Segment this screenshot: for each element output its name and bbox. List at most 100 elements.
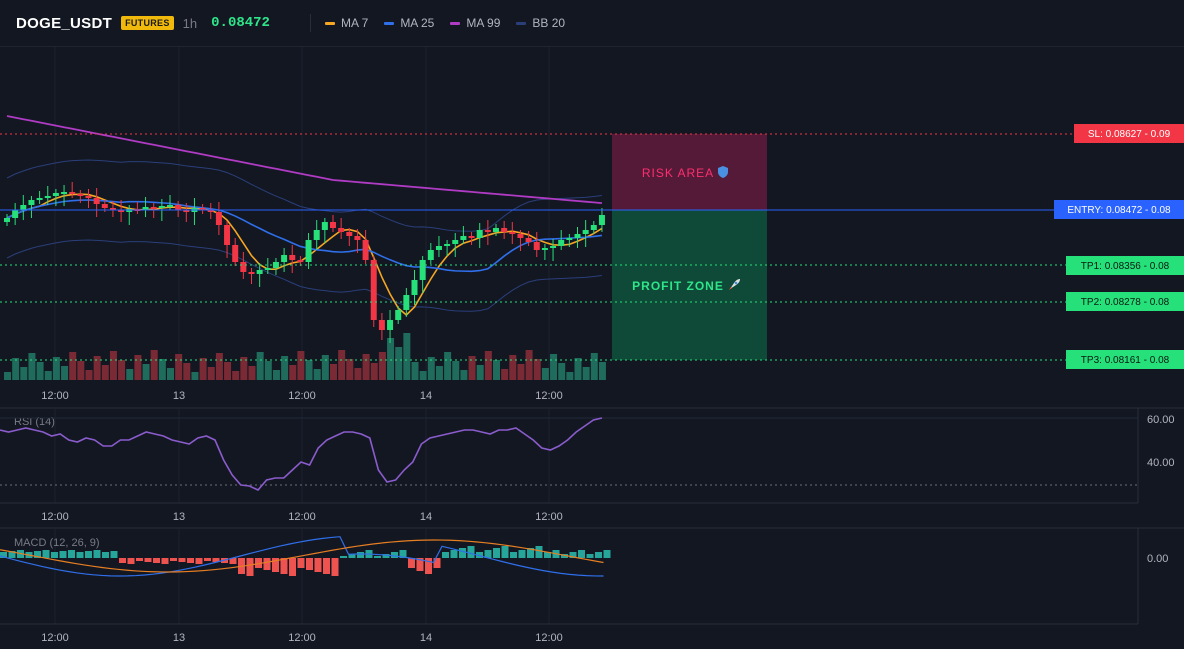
macd-hist-bar [17,550,24,558]
profit-zone-label: PROFIT ZONE [632,279,724,293]
rsi-axis-label: 40.00 [1147,457,1175,469]
tp2-tag[interactable]: TP2: 0.08278 - 0.08 [1066,292,1184,311]
volume-bar [330,364,337,380]
macd-hist-bar [501,546,509,558]
ma99-line [6,115,603,204]
macd-hist-bar [399,550,407,558]
volume-bar [444,352,452,380]
volume-bar [134,355,142,380]
legend-ma25[interactable]: MA 25 [384,16,434,30]
volume-bar [411,362,419,380]
candle-body [191,208,198,212]
time-label: 12:00 [41,511,69,523]
candle-body [167,205,173,207]
risk-area-zone [612,134,767,210]
volume-bar [313,369,321,380]
macd-hist-bar [229,558,237,564]
tp3-tag-text: TP3: 0.08161 - 0.08 [1081,355,1170,366]
macd-hist-bar [238,558,245,574]
volume-bar [158,359,166,380]
volume-bar [232,371,240,380]
macd-hist-bar [51,552,58,558]
volume-bar [199,358,207,380]
candle-body [411,280,418,295]
macd-hist-bar [433,558,441,568]
risk-area-label: RISK AREA [642,166,714,180]
rsi-line [0,417,603,491]
volume-bar [142,364,150,380]
macd-line [0,536,604,577]
tp1-tag[interactable]: TP1: 0.08356 - 0.08 [1066,256,1184,275]
macd-hist-bar [110,551,118,558]
candle-body [321,222,328,230]
volume-bar [183,363,191,380]
tp3-tag[interactable]: TP3: 0.08161 - 0.08 [1066,350,1184,369]
macd-hist-bar [331,558,339,576]
macd-hist-bar [263,558,271,570]
volume-bar [28,353,36,380]
volume-bar [52,357,60,380]
volume-bar [289,365,297,380]
volume-bar [533,359,541,380]
volume-bar [12,358,20,380]
candle-body [378,320,385,330]
time-label: 13 [173,390,185,402]
volume-bar [419,371,427,380]
volume-bar [346,359,354,380]
time-label: 12:00 [288,390,316,402]
macd-hist-bar [136,558,143,561]
macd-hist-bar [493,548,500,558]
ma99-swatch [450,21,461,25]
volume-bar [77,361,85,380]
header-divider [309,14,311,32]
macd-hist-bar [535,546,543,558]
entry-tag[interactable]: ENTRY: 0.08472 - 0.08 [1054,200,1184,219]
candle-body [256,270,263,274]
macd-hist-bar [76,552,84,558]
candle-body [444,244,451,246]
macd-hist-bar [442,552,449,558]
time-label: 12:00 [535,511,563,523]
candle-body [452,240,459,244]
symbol-name[interactable]: DOGE_USDT [16,14,113,32]
sl-tag[interactable]: SL: 0.08627 - 0.09 [1074,124,1184,143]
macd-hist-bar [595,552,602,558]
volume-bar [574,358,582,380]
candle-body [484,230,491,232]
candle-body [264,268,271,270]
macd-hist-bar [552,550,560,558]
candle-body [566,238,573,240]
macd-hist-bar [119,558,126,563]
ma7-swatch [324,21,335,25]
candle-body [126,209,133,212]
candle-body [85,196,92,198]
macd-hist-bar [425,558,432,574]
macd-hist-bar [357,552,364,558]
timeframe-label[interactable]: 1h [182,15,198,31]
legend-ma99[interactable]: MA 99 [450,16,500,30]
time-label: 12:00 [41,390,69,402]
time-label: 14 [420,632,432,644]
macd-hist-bar [467,546,475,558]
macd-hist-bar [408,558,415,568]
candle-body [183,210,190,212]
volume-bar [61,366,69,380]
candle-body [232,245,239,262]
volume-bar [598,362,606,380]
legend-bb20[interactable]: BB 20 [516,16,565,30]
ma25-line [6,199,603,273]
volume-bar [541,368,549,380]
volume-bar [338,350,346,380]
volume-bar [435,366,443,380]
macd-hist-bar [476,552,483,558]
candle-body [533,242,540,250]
legend-ma7[interactable]: MA 7 [324,16,368,30]
time-label: 12:00 [535,390,563,402]
volume-bar [109,351,117,380]
macd-hist-bar [34,551,41,558]
candle-body [28,200,35,205]
volume-bar [118,360,126,380]
time-label: 14 [420,390,432,402]
time-label: 12:00 [288,511,316,523]
time-label: 14 [420,511,432,523]
